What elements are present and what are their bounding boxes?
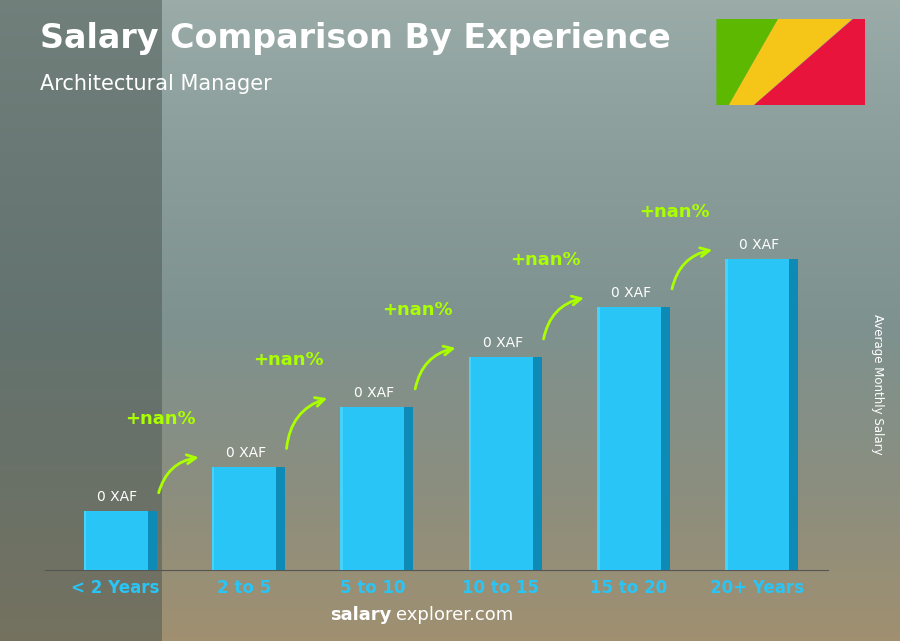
Text: +nan%: +nan% [510,251,580,269]
Bar [84,511,86,570]
Text: 0 XAF: 0 XAF [482,336,523,350]
Bar [0,0,162,641]
Bar [469,357,472,570]
Text: +nan%: +nan% [125,410,196,428]
Text: Average Monthly Salary: Average Monthly Salary [871,314,884,455]
Bar [340,407,343,570]
Polygon shape [404,407,413,570]
Bar [212,467,276,570]
Text: 0 XAF: 0 XAF [611,286,651,300]
Text: Architectural Manager: Architectural Manager [40,74,272,94]
Text: 0 XAF: 0 XAF [97,490,138,504]
Text: +nan%: +nan% [639,203,709,221]
Bar [597,307,599,570]
Text: Salary Comparison By Experience: Salary Comparison By Experience [40,22,671,55]
Bar [725,259,728,570]
Text: 0 XAF: 0 XAF [355,386,394,400]
Polygon shape [753,19,865,105]
Text: +nan%: +nan% [254,351,324,369]
Text: explorer.com: explorer.com [396,606,513,624]
Text: +nan%: +nan% [382,301,453,319]
Text: 0 XAF: 0 XAF [739,238,779,252]
Polygon shape [662,307,670,570]
Bar [597,307,662,570]
Bar [212,467,214,570]
Bar [469,357,533,570]
Text: salary: salary [330,606,392,624]
Polygon shape [729,19,852,105]
Polygon shape [789,259,798,570]
Text: 0 XAF: 0 XAF [226,445,266,460]
Polygon shape [148,511,157,570]
Bar [725,259,789,570]
Polygon shape [276,467,285,570]
Polygon shape [716,19,778,105]
Bar [340,407,404,570]
Polygon shape [533,357,542,570]
Bar [84,511,148,570]
